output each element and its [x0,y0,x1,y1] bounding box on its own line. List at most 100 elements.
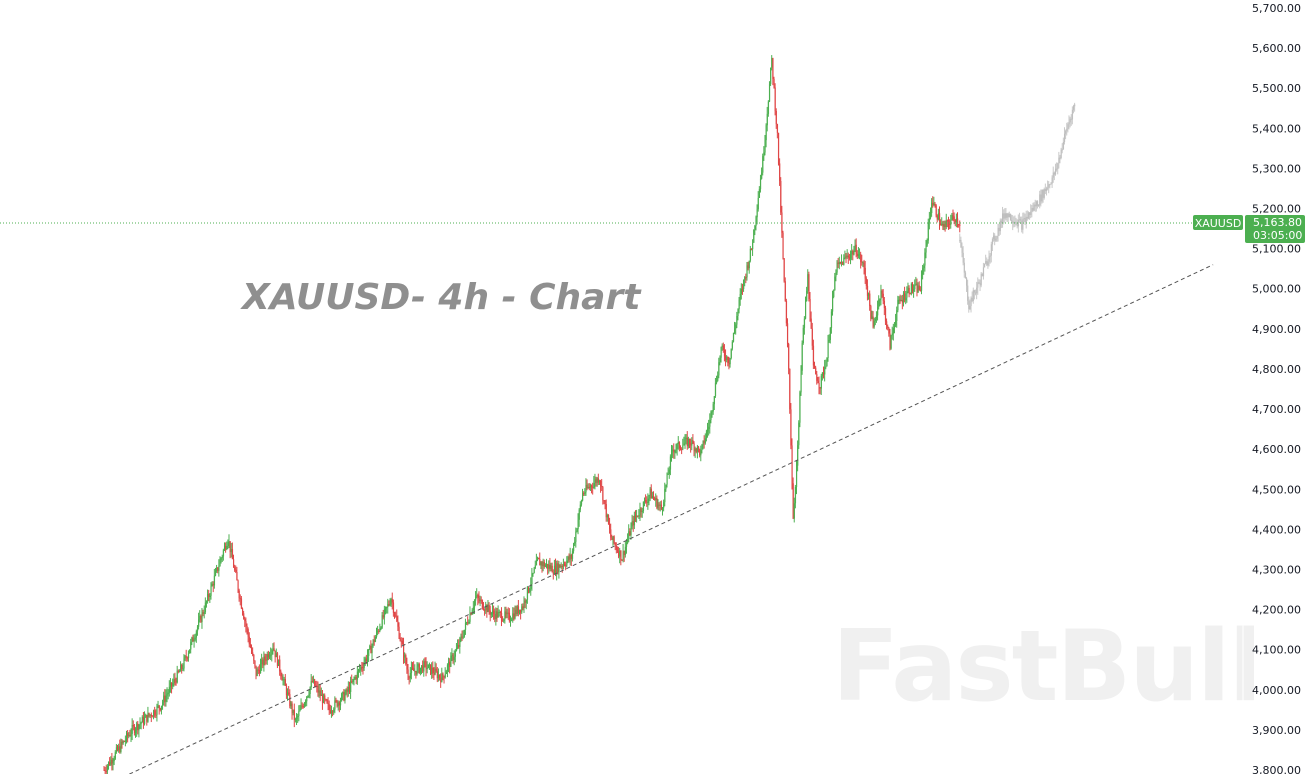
candle [158,705,160,709]
candle [228,541,230,543]
candle [505,611,507,615]
candle [269,655,271,658]
candle [660,504,663,510]
candle [583,493,585,495]
candle [255,665,257,676]
candle [899,299,901,302]
candle [326,699,328,703]
candle [397,621,399,627]
projection-candle [997,227,999,236]
candle [750,248,753,250]
projection-candle [979,282,981,286]
candle [659,504,661,506]
projection-candle [1066,128,1068,131]
candle [122,741,124,744]
projection-candle [1008,213,1011,218]
candle [256,669,258,676]
candle [445,671,448,675]
candle [132,725,134,727]
candle [109,761,111,765]
candle [919,289,922,291]
candle [951,215,953,220]
candle [619,550,621,557]
candle [710,411,712,420]
candle [872,316,874,327]
candle [738,299,740,310]
candle [439,674,441,678]
projection-candle [1072,106,1075,110]
candle [472,607,475,611]
candle [375,631,378,637]
candle [276,653,279,666]
candle [129,735,131,737]
projection-candle [985,261,987,264]
candle [133,726,136,733]
candle [798,422,800,446]
candle [852,250,854,255]
candle [657,504,659,508]
candle [639,508,641,516]
trendline[interactable] [104,264,1214,774]
candle [468,621,470,624]
candle [907,287,909,292]
candle [625,543,628,547]
candle [297,715,299,718]
y-tick-label: 4,100.00 [1252,644,1301,657]
candle [183,658,185,669]
candle [753,229,755,243]
candle [154,710,156,715]
candle [663,502,665,508]
candle [863,262,865,268]
candle [839,262,842,264]
candle [414,670,416,672]
candle [776,124,779,133]
projection-candle [1006,213,1008,218]
candle [616,549,619,552]
projection-candle [964,272,967,279]
candle [535,559,538,566]
candle [114,752,116,759]
candle [403,644,405,658]
candle [178,671,181,673]
candle [699,449,701,456]
candle [488,604,490,611]
candle [370,645,372,654]
candle [207,593,209,602]
candle [575,531,577,542]
candle [108,761,110,767]
candle [584,492,586,494]
candle [677,441,679,445]
candle [615,545,618,550]
candle [667,473,669,475]
candle [880,290,882,300]
candle [290,703,292,707]
candle [329,710,332,713]
candle [895,320,897,326]
candle [902,293,905,303]
candle [589,485,592,488]
candle [310,680,312,688]
candle [212,583,214,586]
candle [157,705,159,707]
y-tick-label: 4,200.00 [1252,604,1301,617]
candle [649,488,651,496]
candle [530,584,532,589]
candle [592,486,594,488]
candle [870,306,872,319]
projection-candle [1065,130,1067,134]
candle [709,419,711,427]
projection-candle [1027,212,1030,219]
projection-candle [998,227,1000,232]
candle [602,487,604,501]
candle [544,565,547,567]
candle [900,299,902,302]
candle [289,694,291,707]
candle [943,224,945,227]
candle [235,569,237,573]
projection-candle [1013,221,1015,224]
candle [111,759,113,764]
projection-candle [972,290,974,301]
candle [910,284,913,294]
candle [620,550,622,560]
candle [323,695,325,703]
